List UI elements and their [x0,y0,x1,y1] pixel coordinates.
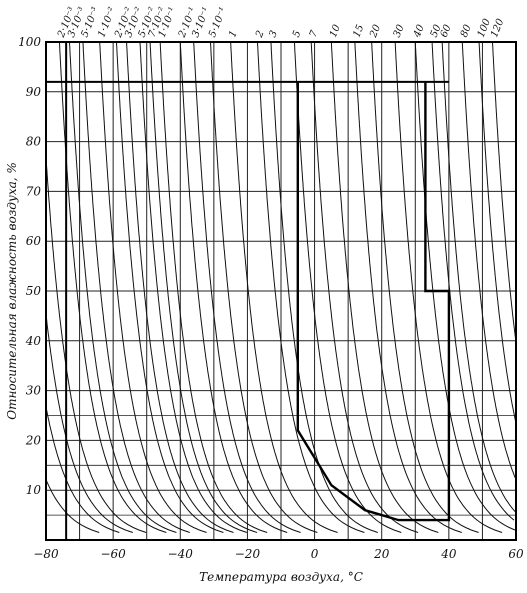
y-tick-label: 20 [25,433,42,447]
y-tick-label: 90 [26,85,42,99]
curve-label: 120 [489,17,507,39]
series-line [441,41,517,513]
y-tick-label: 70 [26,184,42,198]
curve-label: 15 [351,23,366,39]
series-line [149,41,258,533]
series-line [116,41,224,533]
curve-label: 20 [368,23,384,40]
series-line [371,41,479,533]
series-line [210,41,318,533]
curve-label: 3 [267,29,280,39]
series-line [82,41,190,533]
series-line [431,41,515,521]
series-line [354,41,462,533]
y-tick-labels: 10 20 30 40 50 60 70 80 90 100 [18,35,41,497]
x-tick-label: −60 [100,547,126,561]
y-tick-label: 100 [18,35,41,49]
highlight-line [296,81,451,522]
x-tick-label: 40 [440,547,457,561]
y-tick-label: 80 [26,135,42,149]
y-tick-label: 50 [26,284,42,298]
series-line [179,41,288,533]
series-line [230,41,338,533]
series-line [126,41,234,533]
curve-label: 60 [439,23,454,40]
series-line [310,41,419,533]
curve-label: 40 [412,23,428,40]
series-line [45,158,147,533]
curve-label: 10 [328,23,343,40]
curve-label: 30 [392,23,407,40]
curve-label: 80 [459,23,474,40]
series-line [478,41,517,424]
series-line [492,41,517,341]
series-line [58,41,167,533]
series-line [193,41,301,533]
x-tick-label: 0 [311,547,319,561]
series-line [99,41,207,533]
curve-labels: 2·10⁻³3·10⁻³5·10⁻³1·10⁻²2·10⁻²3·10⁻²5·10… [56,6,507,40]
y-tick-label: 30 [26,384,42,398]
x-tick-label: −20 [235,547,261,561]
x-tick-labels: −80 −60 −40 −20 0 20 40 60 [33,547,524,561]
y-tick-label: 10 [26,483,42,497]
series-line [330,41,439,533]
curve-label: 50 [429,23,444,40]
series-line [45,480,100,533]
series-line [45,315,133,533]
y-tick-label: 40 [25,334,42,348]
curve-label: 2 [254,29,267,40]
x-axis-title: Температура воздуха, °С [199,570,363,584]
series-line [270,41,378,533]
x-tick-label: −40 [168,547,194,561]
x-tick-label: 60 [508,547,524,561]
y-tick-label: 60 [26,234,42,248]
curve-label: 7 [308,29,321,40]
y-axis-title: Относительная влажность воздуха, % [5,162,19,420]
x-tick-label: 20 [373,547,390,561]
plot-border [45,41,517,541]
series-line [159,41,268,533]
series-line [69,41,177,533]
series-lines [45,41,517,533]
series-line [461,41,516,478]
curve-label: 1 [227,29,240,39]
curve-label: 5 [291,29,304,39]
highlight-path [46,42,451,540]
series-line [139,41,248,533]
series-line [45,407,120,533]
x-tick-label: −80 [33,547,59,561]
series-line [394,41,503,533]
series-line [414,41,516,531]
plot-frame [45,41,517,541]
series-line [257,41,365,533]
